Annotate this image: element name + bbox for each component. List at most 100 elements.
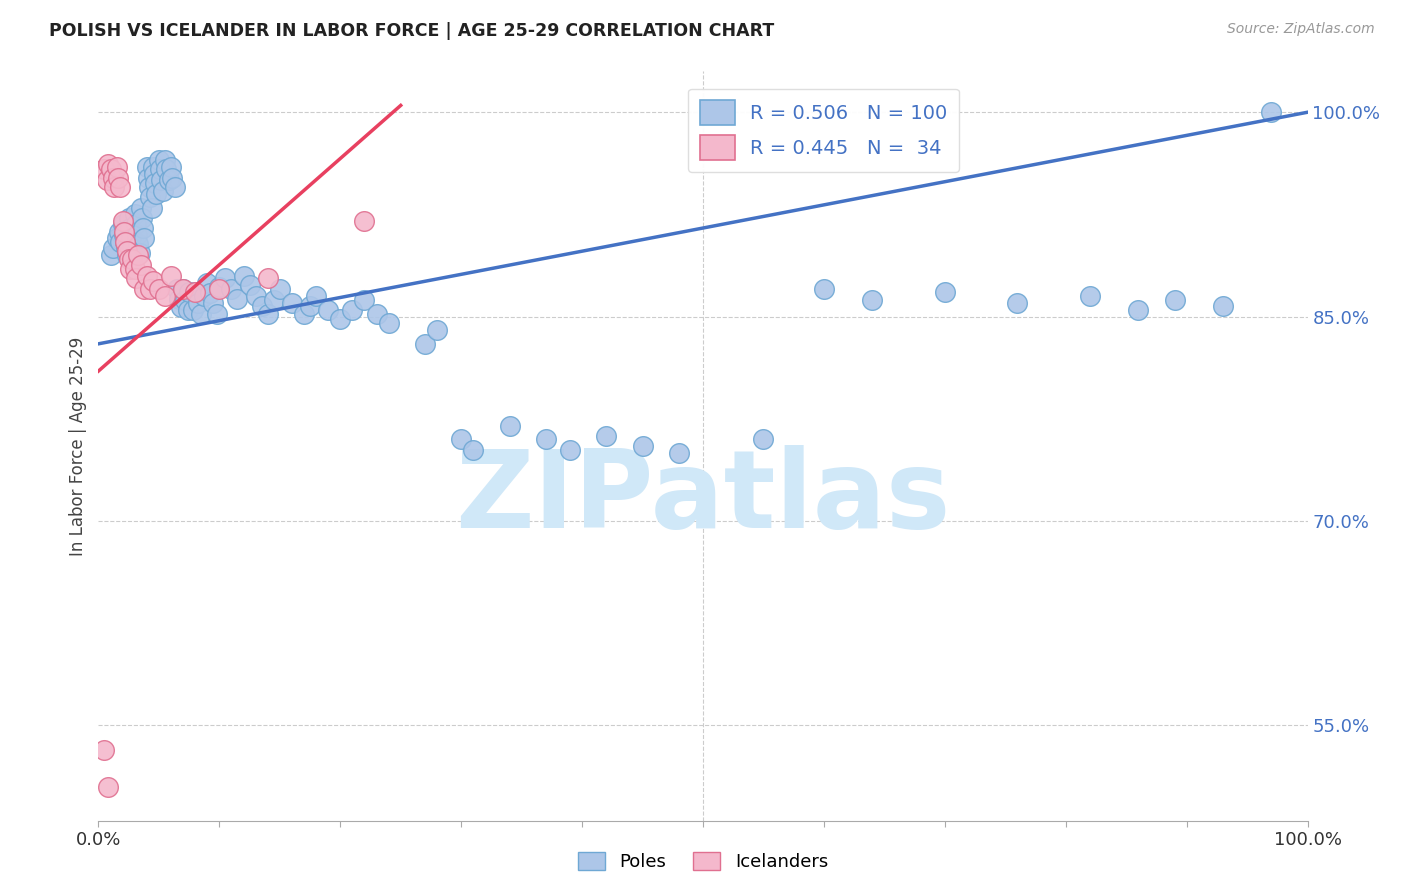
Point [172,282,194,296]
Text: Source: ZipAtlas.com: Source: ZipAtlas.com [1227,22,1375,37]
Point [269,282,291,296]
Point [595,429,617,443]
Point [111,214,134,228]
Point [377,317,399,331]
Point [169,300,191,314]
Point [353,293,375,308]
Point [139,282,162,296]
Point [155,162,177,177]
Point [135,160,157,174]
Point [129,258,152,272]
Legend: R = 0.506   N = 100, R = 0.445   N =  34: R = 0.506 N = 100, R = 0.445 N = 34 [688,88,959,171]
Point [498,418,520,433]
Point [124,261,146,276]
Point [101,242,124,256]
Point [107,170,129,185]
Text: POLISH VS ICELANDER IN LABOR FORCE | AGE 25-29 CORRELATION CHART: POLISH VS ICELANDER IN LABOR FORCE | AGE… [49,22,775,40]
Point [160,170,183,185]
Point [292,307,315,321]
Point [668,446,690,460]
Point [205,307,228,321]
Point [118,221,141,235]
Point [214,271,236,285]
Point [181,302,204,317]
Point [115,242,138,256]
Point [342,302,364,317]
Point [184,285,207,299]
Point [195,276,218,290]
Point [329,312,352,326]
Point [108,180,131,194]
Point [134,282,156,296]
Point [263,293,285,308]
Point [131,211,153,226]
Point [316,302,339,317]
Point [103,180,125,194]
Point [125,271,148,285]
Point [934,285,956,299]
Point [813,282,835,296]
Point [112,227,135,242]
Point [166,282,188,296]
Point [149,162,172,177]
Point [105,160,128,174]
Point [125,217,148,231]
Point [112,225,135,239]
Point [142,274,165,288]
Point [153,153,176,167]
Point [148,153,170,167]
Point [226,292,249,306]
Point [142,160,165,174]
Point [1260,105,1282,120]
Point [366,307,388,321]
Point [413,336,436,351]
Point [138,180,160,194]
Point [1163,293,1185,308]
Point [108,225,131,239]
Point [118,261,141,276]
Point [152,184,174,198]
Point [96,173,118,187]
Point [101,170,124,185]
Point [558,443,581,458]
Point [108,235,131,249]
Point [117,244,139,259]
Point [145,186,167,201]
Point [299,299,322,313]
Point [100,248,122,262]
Point [160,160,183,174]
Point [160,268,183,283]
Point [256,271,278,285]
Point [129,201,152,215]
Point [105,230,128,244]
Point [93,743,115,757]
Point [153,289,176,303]
Point [190,307,212,321]
Point [150,173,173,187]
Point [172,282,194,296]
Point [100,162,122,177]
Point [239,278,262,293]
Point [118,252,141,267]
Point [281,296,304,310]
Point [114,235,136,249]
Point [143,176,166,190]
Point [1007,296,1029,310]
Point [177,302,200,317]
Point [202,296,225,310]
Point [174,293,197,308]
Point [353,214,375,228]
Point [1078,289,1101,303]
Point [305,289,328,303]
Point [534,432,557,446]
Legend: Poles, Icelanders: Poles, Icelanders [571,845,835,879]
Point [127,248,149,262]
Point [450,432,472,446]
Point [208,279,231,293]
Point [111,217,134,231]
Point [193,289,215,303]
Point [127,237,149,252]
Point [1128,302,1150,317]
Point [118,211,141,226]
Point [631,439,654,453]
